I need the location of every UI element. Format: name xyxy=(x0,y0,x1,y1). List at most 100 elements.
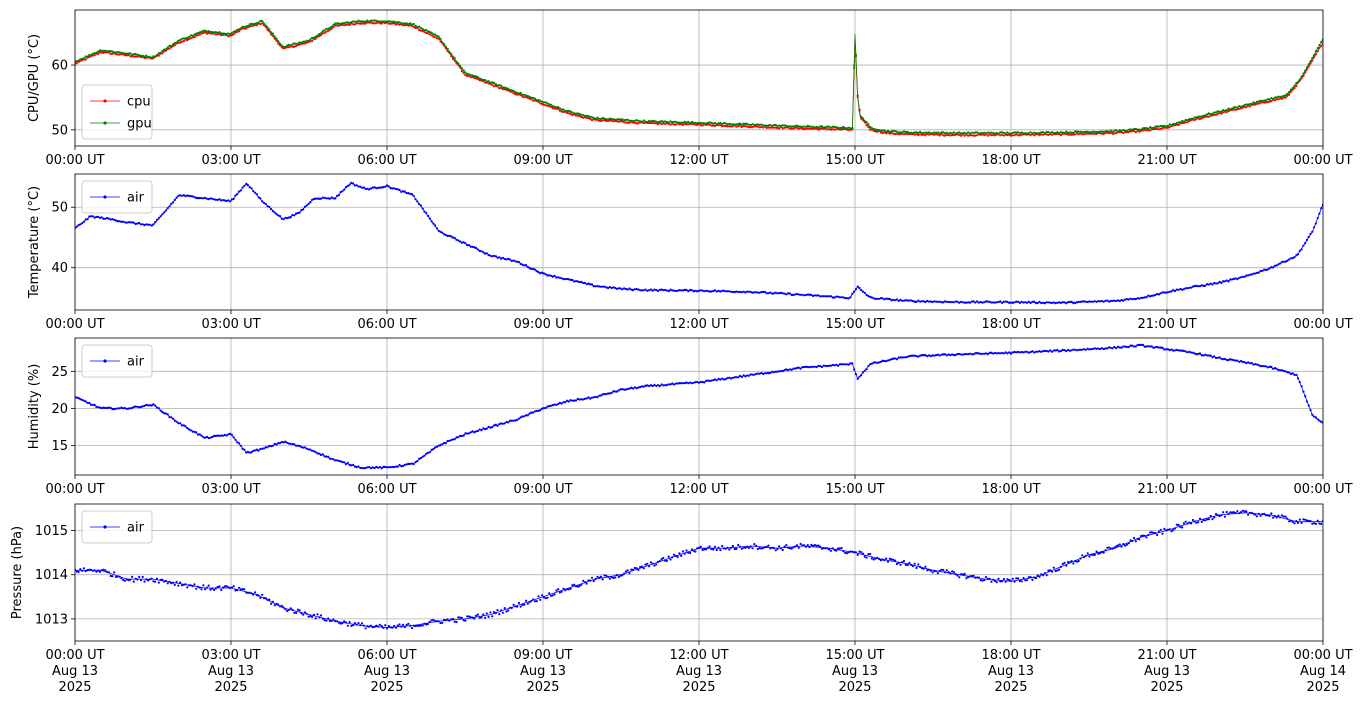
data-point xyxy=(878,129,881,132)
data-point xyxy=(425,623,428,626)
data-point xyxy=(425,28,428,32)
data-point xyxy=(129,52,132,55)
data-point xyxy=(138,406,141,409)
data-point xyxy=(856,94,859,97)
data-point xyxy=(790,293,793,297)
data-point xyxy=(380,625,383,628)
data-point xyxy=(983,578,986,582)
data-point xyxy=(892,129,895,132)
data-point xyxy=(788,292,792,295)
data-point xyxy=(394,187,397,191)
data-point xyxy=(266,598,269,602)
data-point xyxy=(919,565,922,569)
data-point xyxy=(1015,131,1018,134)
data-point xyxy=(865,293,868,297)
data-point xyxy=(1018,134,1022,137)
data-point xyxy=(553,403,556,406)
data-point xyxy=(514,260,517,263)
data-point xyxy=(566,111,569,114)
data-point xyxy=(730,123,733,126)
data-point xyxy=(576,114,579,117)
data-point xyxy=(84,218,87,221)
data-point xyxy=(455,436,458,439)
data-point xyxy=(1054,569,1057,573)
data-point xyxy=(1277,95,1280,98)
data-point xyxy=(385,184,389,187)
data-point xyxy=(1257,364,1260,367)
data-point xyxy=(751,547,754,550)
data-point xyxy=(250,24,253,27)
data-point xyxy=(164,412,167,415)
data-point xyxy=(1316,519,1319,522)
data-point xyxy=(252,190,255,193)
data-point xyxy=(1318,43,1321,47)
data-point xyxy=(922,567,925,570)
data-point xyxy=(109,406,112,409)
data-point xyxy=(1200,520,1203,524)
data-point xyxy=(327,29,330,32)
data-point xyxy=(926,569,929,572)
data-point xyxy=(487,80,490,83)
data-point xyxy=(195,34,198,37)
data-point xyxy=(102,217,105,220)
data-point xyxy=(728,548,731,551)
data-point xyxy=(1104,299,1107,302)
data-point xyxy=(517,260,521,264)
data-point xyxy=(1255,363,1259,366)
data-point xyxy=(758,126,761,129)
data-point xyxy=(833,296,836,299)
data-point xyxy=(1061,562,1064,566)
data-point xyxy=(557,107,560,110)
data-point xyxy=(296,608,299,611)
data-point xyxy=(421,455,424,458)
data-point xyxy=(1149,531,1152,534)
data-point xyxy=(1250,361,1253,365)
data-point xyxy=(450,439,453,442)
data-point xyxy=(947,571,950,574)
data-point xyxy=(1127,128,1130,131)
data-point xyxy=(945,569,948,572)
data-point xyxy=(681,289,685,292)
data-point xyxy=(665,120,669,124)
data-point xyxy=(337,459,340,462)
data-point xyxy=(211,435,214,439)
data-point xyxy=(232,33,235,36)
data-point xyxy=(355,20,358,23)
data-point xyxy=(870,127,874,130)
data-point xyxy=(674,123,677,126)
data-point xyxy=(603,285,606,288)
data-point xyxy=(676,121,679,124)
data-point xyxy=(888,358,891,361)
data-point xyxy=(728,290,731,293)
data-point xyxy=(753,291,756,294)
data-point xyxy=(1074,348,1077,351)
data-point xyxy=(854,373,858,376)
data-point xyxy=(619,120,622,123)
x-tick-label: 09:00 UT Aug 13 2025 xyxy=(513,648,572,695)
x-tick-label: 21:00 UT xyxy=(1137,482,1196,497)
data-point xyxy=(601,119,604,122)
data-point xyxy=(1050,350,1054,353)
data-point xyxy=(1252,512,1255,515)
data-point xyxy=(462,619,465,622)
data-point xyxy=(348,620,351,624)
data-point xyxy=(713,124,717,127)
data-point xyxy=(902,299,906,302)
data-point xyxy=(1040,131,1043,134)
data-point xyxy=(177,584,180,587)
data-point xyxy=(170,416,173,419)
data-point xyxy=(195,32,198,35)
series-gpu xyxy=(75,19,1323,135)
data-point xyxy=(746,374,749,377)
data-point xyxy=(799,125,802,128)
data-point xyxy=(794,124,797,128)
data-point xyxy=(564,589,567,592)
data-point xyxy=(476,78,479,81)
data-point xyxy=(243,26,246,29)
data-point xyxy=(278,215,282,218)
data-point xyxy=(91,569,94,572)
data-point xyxy=(380,467,383,470)
data-point xyxy=(100,407,103,410)
data-point xyxy=(1065,350,1068,353)
data-point xyxy=(681,550,685,553)
